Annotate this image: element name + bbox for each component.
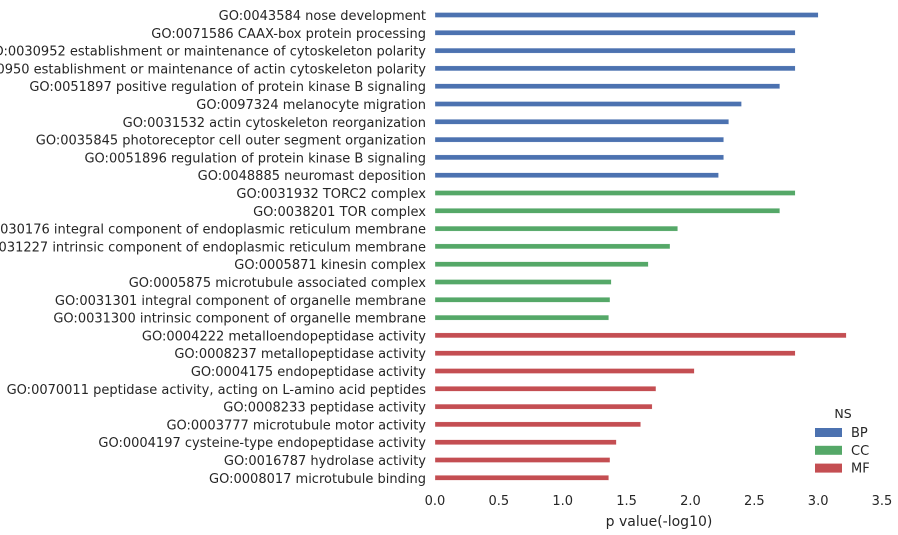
- bar-mf: [434, 439, 617, 445]
- bar-mf: [434, 403, 653, 410]
- bar-bp: [434, 119, 729, 125]
- bar-bp: [434, 154, 724, 161]
- legend-swatch-mf: [815, 463, 842, 473]
- bar-cc: [434, 261, 649, 267]
- category-label: GO:0031932 TORC2 complex: [236, 187, 426, 202]
- bar-cc: [434, 190, 796, 196]
- bar-bp: [434, 30, 796, 36]
- category-label: GO:0016787 hydrolase activity: [224, 454, 426, 469]
- bar-bp: [434, 136, 724, 143]
- bar-bp: [434, 83, 780, 89]
- x-tick-label: 0.5: [489, 494, 510, 509]
- category-label: GO:0048885 neuromast deposition: [198, 169, 426, 184]
- bar-cc: [434, 297, 611, 303]
- x-tick-label: 2.0: [680, 494, 701, 509]
- category-label: GO:0051896 regulation of protein kinase …: [84, 151, 426, 166]
- category-label: GO:0031532 actin cytoskeleton reorganiza…: [123, 116, 426, 131]
- category-label: GO:0005871 kinesin complex: [234, 258, 426, 273]
- category-label: GO:0004222 metalloendopeptidase activity: [142, 329, 426, 344]
- legend-swatch-cc: [815, 445, 842, 455]
- x-ticks-layer: 0.0 0.5 1.0 1.5 2.0 2.5 3.0 3.5: [425, 494, 893, 509]
- x-tick-label: 2.5: [744, 494, 765, 509]
- bars-layer: [434, 12, 847, 481]
- x-tick-label: 3.0: [808, 494, 829, 509]
- x-axis-label: p value(-log10): [606, 514, 713, 530]
- bar-mf: [434, 332, 847, 339]
- legend-label: MF: [851, 462, 870, 477]
- legend-label: CC: [851, 444, 869, 459]
- category-label: GO:0003777 microtubule motor activity: [166, 418, 426, 433]
- bar-bp: [434, 101, 742, 107]
- category-label: GO:0030950 establishment or maintenance …: [0, 62, 426, 77]
- x-tick-label: 3.5: [872, 494, 893, 509]
- bar-mf: [434, 386, 657, 392]
- category-label: GO:0004175 endopeptidase activity: [191, 365, 426, 380]
- category-label: GO:0043584 nose development: [219, 9, 426, 24]
- bar-cc: [434, 279, 612, 285]
- category-label: GO:0008237 metallopeptidase activity: [174, 347, 426, 362]
- category-label: GO:0071586 CAAX-box protein processing: [151, 27, 426, 42]
- category-labels-layer: GO:0043584 nose development GO:0071586 CA…: [0, 9, 426, 487]
- category-label: GO:0031301 integral component of organel…: [55, 294, 426, 309]
- legend: NS BP CC MF: [815, 406, 870, 477]
- x-tick-label: 1.0: [552, 494, 573, 509]
- category-label: GO:0038201 TOR complex: [253, 205, 426, 220]
- bar-mf: [434, 421, 641, 428]
- bar-mf: [434, 368, 695, 374]
- category-label: GO:0030952 establishment or maintenance …: [0, 45, 426, 60]
- bar-mf: [434, 350, 796, 356]
- bar-bp: [434, 172, 719, 178]
- bar-cc: [434, 243, 671, 250]
- category-label: GO:0008233 peptidase activity: [223, 401, 426, 416]
- category-label: GO:0004197 cysteine-type endopeptidase a…: [98, 436, 426, 451]
- bar-cc: [434, 208, 780, 214]
- bar-bp: [434, 65, 796, 72]
- bar-cc: [434, 314, 609, 321]
- category-label: GO:0070011 peptidase activity, acting on…: [7, 383, 427, 398]
- bar-mf: [434, 475, 609, 481]
- category-label: GO:0031300 intrinsic component of organe…: [53, 312, 426, 327]
- category-label: GO:0035845 photoreceptor cell outer segm…: [36, 134, 426, 149]
- bar-bp: [434, 12, 819, 18]
- legend-title: NS: [834, 406, 851, 421]
- category-label: GO:0031227 intrinsic component of endopl…: [0, 240, 426, 255]
- bar-mf: [434, 457, 611, 463]
- bar-bp: [434, 47, 796, 54]
- category-label: GO:0005875 microtubule associated comple…: [129, 276, 427, 291]
- category-label: GO:0051897 positive regulation of protei…: [29, 80, 426, 95]
- bar-cc: [434, 225, 678, 232]
- legend-label: BP: [851, 426, 868, 441]
- legend-swatch-bp: [815, 428, 842, 437]
- x-tick-label: 1.5: [616, 494, 637, 509]
- category-label: GO:0097324 melanocyte migration: [196, 98, 426, 113]
- category-label: GO:0030176 integral component of endopla…: [0, 223, 426, 238]
- x-tick-label: 0.0: [425, 494, 446, 509]
- category-label: GO:0008017 microtubule binding: [209, 472, 426, 487]
